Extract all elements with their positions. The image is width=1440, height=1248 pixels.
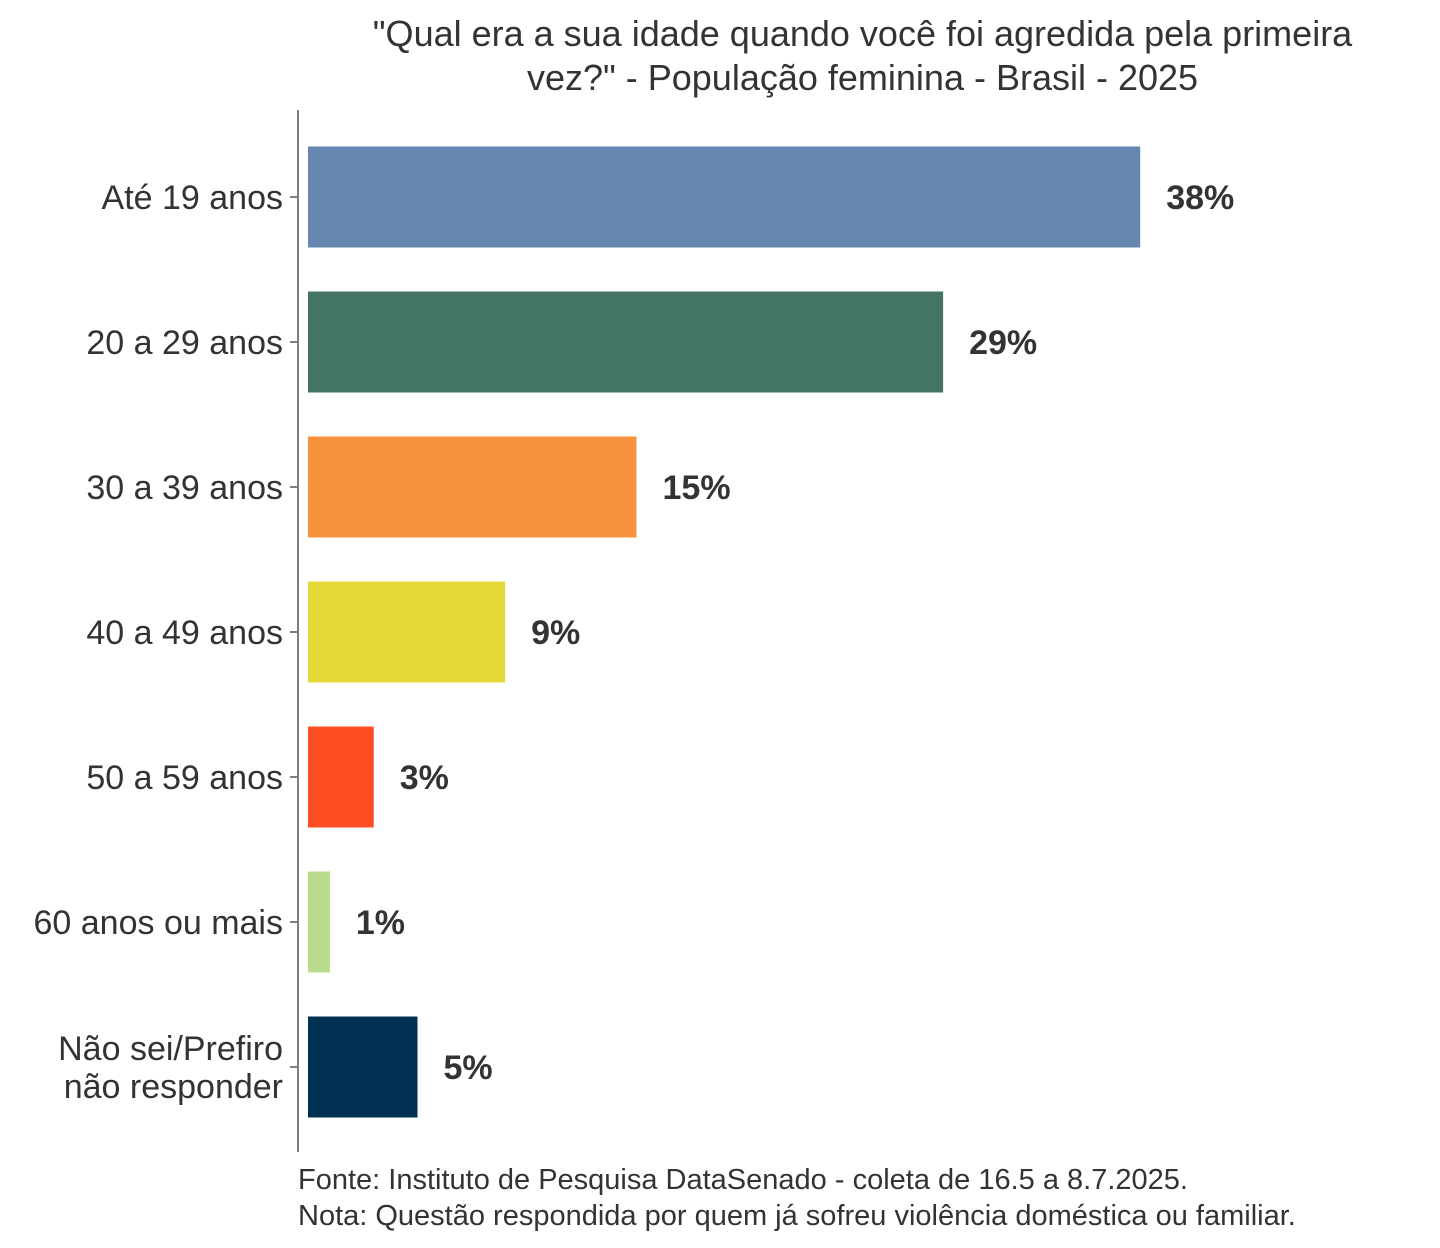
category-label: 40 a 49 anos xyxy=(86,614,283,652)
value-label: 15% xyxy=(663,469,731,507)
category-label: 20 a 29 anos xyxy=(86,324,283,362)
category-label: 50 a 59 anos xyxy=(86,759,283,797)
value-label: 5% xyxy=(444,1049,493,1087)
bar xyxy=(308,871,330,973)
bar xyxy=(308,291,944,393)
category-label: 60 anos ou mais xyxy=(34,904,284,942)
bar xyxy=(308,146,1141,248)
bar xyxy=(308,1016,418,1118)
category-label: Não sei/Prefiro xyxy=(58,1030,283,1068)
category-label: não responder xyxy=(64,1068,283,1106)
chart-title: "Qual era a sua idade quando você foi ag… xyxy=(300,12,1425,100)
value-label: 9% xyxy=(531,614,580,652)
value-label: 29% xyxy=(969,324,1037,362)
footer: Fonte: Instituto de Pesquisa DataSenado … xyxy=(298,1162,1296,1234)
bar xyxy=(308,726,374,828)
source-note: Fonte: Instituto de Pesquisa DataSenado … xyxy=(298,1164,1188,1196)
footnote: Nota: Questão respondida por quem já sof… xyxy=(298,1200,1296,1232)
plot-area: Até 19 anos 38% 20 a 29 anos 29% 30 a 39 ano… xyxy=(34,146,1234,1118)
value-label: 38% xyxy=(1166,179,1234,217)
value-label: 1% xyxy=(356,904,405,942)
bar xyxy=(308,581,506,683)
chart-title-line-2: vez?" - População feminina - Brasil - 20… xyxy=(526,57,1199,98)
category-label: Até 19 anos xyxy=(102,179,283,217)
category-label: 30 a 39 anos xyxy=(86,469,283,507)
chart-title-line-1: "Qual era a sua idade quando você foi ag… xyxy=(372,13,1353,54)
bar xyxy=(308,436,637,538)
value-label: 3% xyxy=(400,759,449,797)
